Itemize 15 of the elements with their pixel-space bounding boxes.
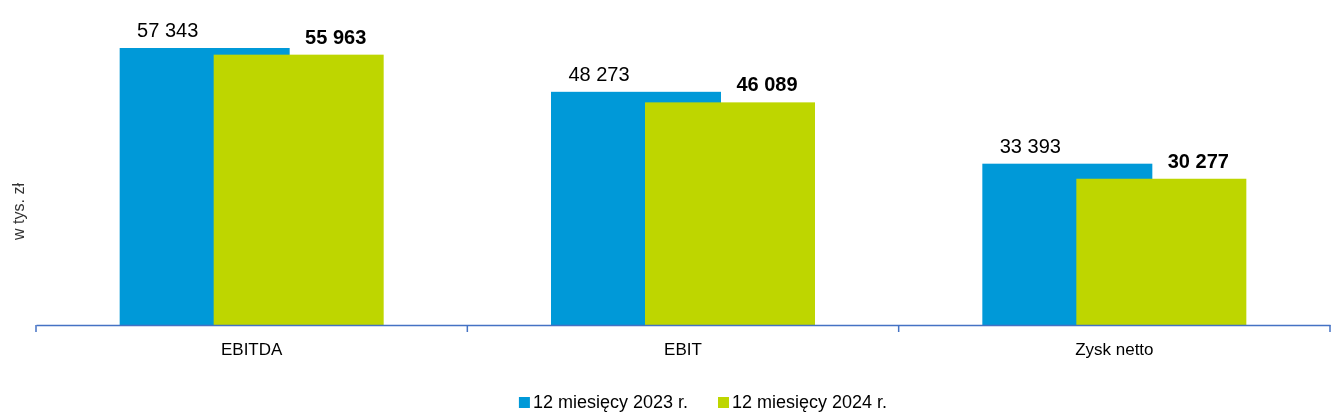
data-label: 33 393 — [999, 134, 1061, 157]
bar — [213, 54, 384, 325]
x-tick-label: EBIT — [664, 340, 702, 360]
data-label: 57 343 — [137, 19, 199, 41]
legend-label: 12 miesięcy 2024 r. — [732, 392, 888, 412]
x-tick-label: EBITDA — [220, 340, 284, 360]
bar — [1076, 178, 1247, 325]
x-tick-label: Zysk netto — [1075, 340, 1154, 360]
data-label: 55 963 — [305, 25, 367, 48]
bar — [645, 102, 815, 325]
data-label: 46 089 — [736, 73, 798, 96]
legend-label: 12 miesięcy 2023 r. — [532, 392, 688, 412]
data-label: 30 277 — [1167, 149, 1229, 172]
data-label: 48 273 — [568, 62, 630, 85]
y-axis-title: w tys. zł — [10, 182, 27, 241]
